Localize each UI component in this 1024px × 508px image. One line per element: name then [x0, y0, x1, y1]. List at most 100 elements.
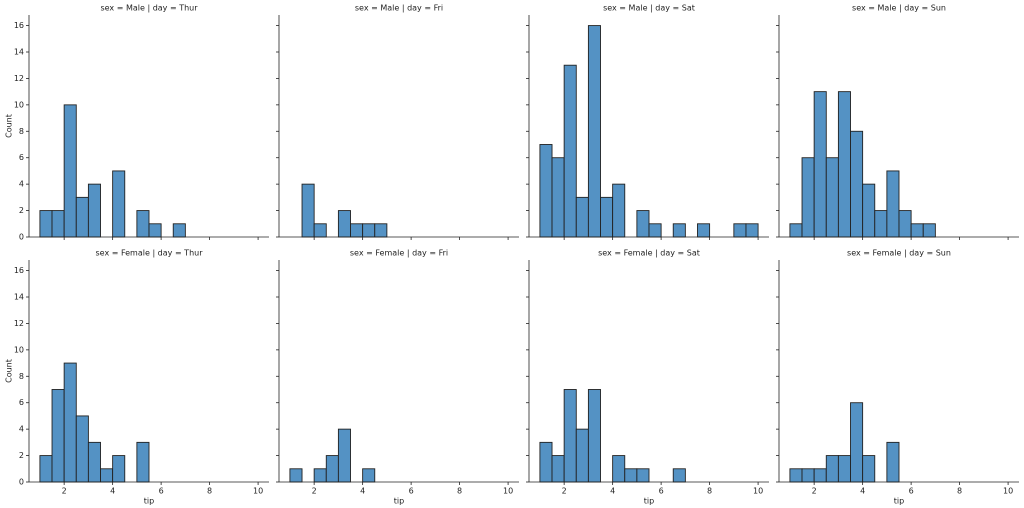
x-tick-label: 2 [312, 487, 317, 496]
hist-bar [75, 415, 89, 483]
hist-bar [745, 223, 759, 238]
panel-title: sex = Male | day = Sat [603, 4, 695, 13]
hist-bar [789, 468, 803, 483]
x-tick-label: 6 [409, 487, 414, 496]
hist-bar [612, 183, 626, 238]
x-tick-label: 4 [110, 487, 115, 496]
hist-bar [886, 441, 900, 483]
y-tick-label: 6 [19, 398, 24, 407]
hist-bar [801, 468, 815, 483]
hist-bar [898, 210, 912, 238]
hist-bar [672, 468, 686, 483]
x-tick-label: 2 [62, 487, 67, 496]
hist-bar [612, 455, 626, 483]
x-axis-label: tip [644, 497, 654, 506]
hist-bar [51, 210, 65, 238]
x-axis-label: tip [394, 497, 404, 506]
panel-title: sex = Male | day = Sun [852, 4, 946, 13]
x-tick-label: 10 [253, 487, 263, 496]
hist-bar [39, 210, 53, 238]
hist-bar [672, 223, 686, 238]
hist-bar [910, 223, 924, 238]
x-tick-label: 4 [610, 487, 615, 496]
hist-bar [636, 210, 650, 238]
hist-bar [337, 428, 351, 483]
y-tick-label: 2 [19, 451, 24, 460]
x-tick-label: 6 [159, 487, 164, 496]
y-axis-label: Count [5, 114, 14, 138]
y-tick-label: 6 [19, 153, 24, 162]
x-tick-label: 8 [207, 487, 212, 496]
hist-bar [850, 130, 864, 238]
hist-bar [112, 455, 126, 483]
hist-bar [172, 223, 186, 238]
x-tick-label: 4 [860, 487, 865, 496]
hist-bar [789, 223, 803, 238]
hist-bar [539, 144, 553, 238]
y-tick-label: 0 [19, 233, 24, 242]
panel-title: sex = Female | day = Thur [96, 249, 204, 258]
hist-bar [886, 170, 900, 238]
hist-bar [362, 468, 376, 483]
hist-bar [100, 468, 114, 483]
panel-title: sex = Female | day = Sun [847, 249, 951, 258]
y-tick-label: 16 [14, 21, 24, 30]
panel-title: sex = Male | day = Thur [100, 4, 198, 13]
hist-bar [600, 196, 614, 238]
hist-bar [874, 210, 888, 238]
hist-bar [313, 468, 327, 483]
x-tick-label: 10 [753, 487, 763, 496]
hist-bar [301, 183, 315, 238]
hist-bar [850, 402, 864, 483]
hist-bar [51, 389, 65, 483]
hist-bar [837, 455, 851, 483]
hist-bar [374, 223, 388, 238]
x-tick-label: 6 [909, 487, 914, 496]
hist-bar [862, 455, 876, 483]
hist-bar [362, 223, 376, 238]
hist-bar [813, 468, 827, 483]
x-axis-label: tip [894, 497, 904, 506]
hist-bar [289, 468, 303, 483]
x-tick-label: 8 [707, 487, 712, 496]
y-tick-label: 4 [19, 180, 24, 189]
hist-bar [563, 64, 577, 238]
panel-title: sex = Female | day = Sat [598, 249, 700, 258]
y-tick-label: 10 [14, 100, 24, 109]
x-tick-label: 10 [1003, 487, 1013, 496]
hist-bar [136, 210, 150, 238]
y-axis-label: Count [5, 359, 14, 383]
y-tick-label: 8 [19, 127, 24, 136]
hist-bar [148, 223, 162, 238]
hist-bar [63, 104, 77, 238]
panel-title: sex = Male | day = Fri [355, 4, 443, 13]
y-tick-label: 14 [14, 293, 24, 302]
hist-bar [575, 196, 589, 238]
hist-bar [313, 223, 327, 238]
hist-bar [325, 455, 339, 483]
hist-bar [75, 196, 89, 238]
y-tick-label: 16 [14, 266, 24, 275]
panel-title: sex = Female | day = Fri [350, 249, 448, 258]
y-tick-label: 12 [14, 74, 24, 83]
hist-bar [862, 183, 876, 238]
hist-bar [551, 157, 565, 238]
x-tick-label: 10 [503, 487, 513, 496]
hist-bar [587, 389, 601, 483]
hist-bar [136, 441, 150, 483]
hist-bar [575, 428, 589, 483]
hist-bar [624, 468, 638, 483]
hist-bar [813, 91, 827, 238]
hist-bar [697, 223, 711, 238]
hist-bar [922, 223, 936, 238]
hist-bar [337, 210, 351, 238]
x-axis-label: tip [144, 497, 154, 506]
hist-bar [39, 455, 53, 483]
y-tick-label: 12 [14, 319, 24, 328]
hist-bar [87, 183, 101, 238]
x-tick-label: 6 [659, 487, 664, 496]
hist-bar [87, 441, 101, 483]
y-tick-label: 4 [19, 425, 24, 434]
y-tick-label: 0 [19, 478, 24, 487]
